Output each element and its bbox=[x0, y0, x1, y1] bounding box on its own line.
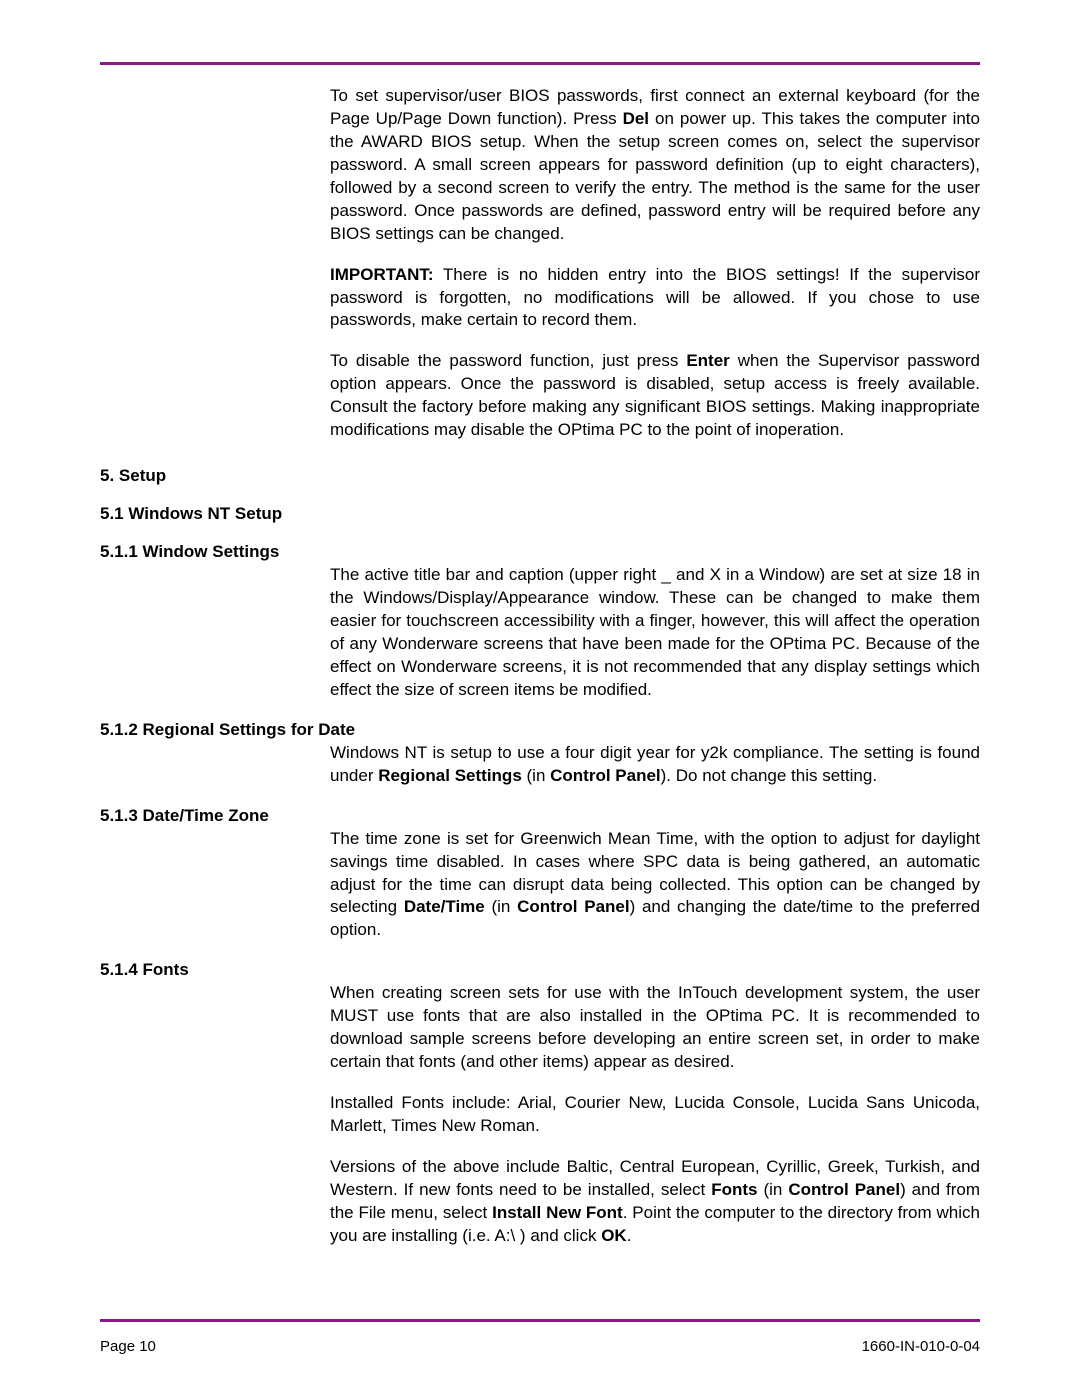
date-time-zone-paragraph: The time zone is set for Greenwich Mean … bbox=[330, 828, 980, 943]
regional-settings-paragraph: Windows NT is setup to use a four digit … bbox=[330, 742, 980, 788]
heading-5-1-1-window-settings: 5.1.1 Window Settings bbox=[100, 542, 980, 562]
heading-5-setup: 5. Setup bbox=[100, 466, 980, 486]
text: ). Do not change this setting. bbox=[661, 766, 877, 785]
text: . bbox=[627, 1226, 632, 1245]
fonts-paragraph-1: When creating screen sets for use with t… bbox=[330, 982, 980, 1074]
disable-password-paragraph: To disable the password function, just p… bbox=[330, 350, 980, 442]
heading-5-1-windows-nt-setup: 5.1 Windows NT Setup bbox=[100, 504, 980, 524]
heading-5-1-3-date-time-zone: 5.1.3 Date/Time Zone bbox=[100, 806, 980, 826]
ui-regional-settings: Regional Settings bbox=[378, 766, 522, 785]
text: To disable the password function, just p… bbox=[330, 351, 686, 370]
text: (in bbox=[485, 897, 517, 916]
key-del: Del bbox=[623, 109, 649, 128]
footer: Page 10 1660-IN-010-0-04 bbox=[100, 1338, 980, 1355]
ui-control-panel: Control Panel bbox=[788, 1180, 900, 1199]
document-number: 1660-IN-010-0-04 bbox=[862, 1338, 980, 1355]
ui-control-panel: Control Panel bbox=[517, 897, 630, 916]
header-rule bbox=[100, 62, 980, 65]
important-note-paragraph: IMPORTANT: There is no hidden entry into… bbox=[330, 264, 980, 333]
fonts-paragraph-3: Versions of the above include Baltic, Ce… bbox=[330, 1156, 980, 1248]
content-area: To set supervisor/user BIOS passwords, f… bbox=[100, 85, 980, 1307]
text: on power up. This takes the computer int… bbox=[330, 109, 980, 243]
key-enter: Enter bbox=[686, 351, 729, 370]
ui-ok-button-label: OK bbox=[601, 1226, 627, 1245]
heading-5-1-4-fonts: 5.1.4 Fonts bbox=[100, 960, 980, 980]
ui-fonts: Fonts bbox=[711, 1180, 757, 1199]
page: To set supervisor/user BIOS passwords, f… bbox=[0, 0, 1080, 1397]
fonts-paragraph-2: Installed Fonts include: Arial, Courier … bbox=[330, 1092, 980, 1138]
ui-install-new-font: Install New Font bbox=[492, 1203, 623, 1222]
bios-password-paragraph: To set supervisor/user BIOS passwords, f… bbox=[330, 85, 980, 246]
important-label: IMPORTANT: bbox=[330, 265, 434, 284]
footer-rule bbox=[100, 1319, 980, 1322]
page-number: Page 10 bbox=[100, 1338, 156, 1355]
text: (in bbox=[758, 1180, 789, 1199]
ui-date-time: Date/Time bbox=[404, 897, 485, 916]
window-settings-paragraph: The active title bar and caption (upper … bbox=[330, 564, 980, 702]
ui-control-panel: Control Panel bbox=[550, 766, 661, 785]
text: (in bbox=[522, 766, 550, 785]
heading-5-1-2-regional-settings: 5.1.2 Regional Settings for Date bbox=[100, 720, 980, 740]
